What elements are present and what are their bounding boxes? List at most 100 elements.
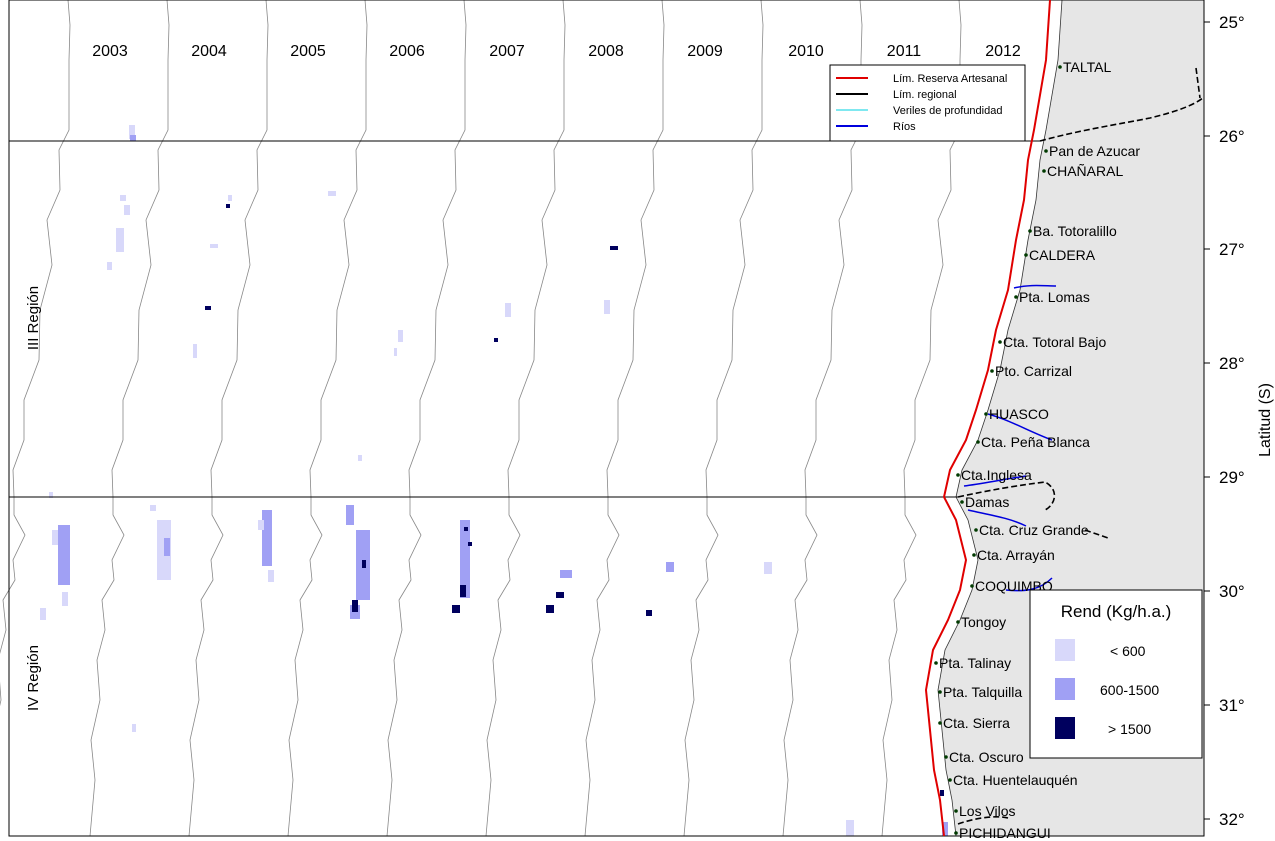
yield-cell (164, 538, 170, 556)
place-label: TALTAL (1063, 59, 1111, 75)
year-label: 2007 (489, 43, 525, 60)
yield-cell (107, 262, 112, 270)
place-label: CHAÑARAL (1047, 163, 1123, 179)
lat-label: 28° (1219, 354, 1245, 373)
yield-cell (646, 610, 652, 616)
place-marker (954, 809, 958, 813)
year-coastline (287, 0, 368, 837)
place-marker (1042, 169, 1046, 173)
yield-cell (226, 204, 230, 208)
yield-cell (610, 246, 618, 250)
yield-cell (132, 724, 136, 732)
yield-cell (268, 570, 274, 582)
year-label: 2006 (389, 43, 425, 60)
lat-label: 31° (1219, 696, 1245, 715)
place-marker (1014, 295, 1018, 299)
yield-legend: Rend (Kg/h.a.) < 600 600-1500 > 1500 (1029, 589, 1203, 759)
place-marker (960, 500, 964, 504)
yield-cell (505, 303, 511, 317)
place-label: Pta. Talinay (939, 655, 1011, 671)
yield-cell (556, 592, 564, 598)
year-label: 2011 (887, 43, 922, 60)
place-marker (938, 721, 942, 725)
yield-cell (494, 338, 498, 342)
regional-limit-south (957, 481, 1056, 511)
yield-cell (129, 125, 135, 139)
yield-cell (560, 570, 572, 578)
yield-cell (452, 605, 460, 613)
year-coastline (188, 0, 269, 837)
yield-cell (846, 820, 854, 836)
place-marker (944, 755, 948, 759)
yield-cell (62, 592, 68, 606)
latitude-axis-title: Latitud (S) (1257, 383, 1274, 457)
year-label: 2008 (588, 43, 624, 60)
yield-cell (468, 542, 472, 546)
yield-cell (460, 520, 470, 598)
yield-cell (130, 135, 136, 141)
place-label: Cta. Peña Blanca (981, 434, 1090, 450)
yield-cell (193, 344, 197, 358)
place-marker (972, 553, 976, 557)
yield-label-mid: 600-1500 (1100, 682, 1159, 698)
place-label: Damas (965, 494, 1009, 510)
yield-cell (460, 585, 466, 597)
place-marker (974, 528, 978, 532)
year-coastline (683, 0, 764, 837)
place-label: Pta. Lomas (1019, 289, 1090, 305)
yield-cell (49, 492, 53, 498)
yield-cell (666, 562, 674, 572)
regional-limit-vilos (957, 816, 1009, 825)
river-line (1013, 284, 1057, 289)
yield-legend-title: Rend (Kg/h.a.) (1061, 602, 1172, 621)
place-label: Cta. Arrayán (977, 547, 1055, 563)
place-marker (954, 831, 958, 835)
place-marker (984, 412, 988, 416)
yield-label-high: > 1500 (1108, 721, 1151, 737)
place-marker (998, 340, 1002, 344)
yield-cell (258, 520, 264, 530)
yield-cell (398, 330, 403, 342)
yield-cell (228, 195, 232, 201)
year-labels: 2003 2004 2005 2006 2007 2008 2009 2010 … (92, 43, 1021, 60)
line-legend: Lím. Reserva Artesanal Lím. regional Ver… (829, 64, 1026, 142)
lat-label: 32° (1219, 810, 1245, 829)
yield-swatch-low (1055, 639, 1075, 661)
yield-cell (394, 348, 397, 356)
yield-cell (116, 228, 124, 252)
place-label: Los Vilos (959, 803, 1016, 819)
place-label: PICHIDANGUI (959, 825, 1051, 841)
yield-cell (546, 605, 554, 613)
place-marker (1058, 65, 1062, 69)
yield-cell (352, 600, 358, 612)
place-labels: TALTAL Pan de Azucar CHAÑARAL Ba. Totoralil… (934, 59, 1140, 841)
yield-cell (362, 560, 366, 568)
lat-label: 25° (1219, 13, 1245, 32)
lat-label: 29° (1219, 468, 1245, 487)
region-label-iii: III Región (25, 286, 42, 350)
yearly-coastlines (0, 0, 962, 837)
yield-cell (604, 300, 610, 314)
place-label: Ba. Totoralillo (1033, 223, 1117, 239)
place-marker (976, 440, 980, 444)
yield-cell (52, 530, 58, 545)
yield-cell (328, 191, 336, 196)
place-label: HUASCO (989, 406, 1049, 422)
legend-label-regional: Lím. regional (893, 89, 957, 101)
yield-cell (358, 455, 362, 461)
river-line (1005, 577, 1053, 592)
yield-cell (205, 306, 211, 310)
latitude-axis: 25° 26° 27° 28° 29° 30° 31° 32° Latitud … (1204, 13, 1274, 829)
place-marker (956, 473, 960, 477)
year-label: 2004 (191, 43, 227, 60)
region-label-iv: IV Región (25, 645, 42, 711)
legend-label-isobath: Veriles de profundidad (893, 105, 1002, 117)
place-label: Tongoy (961, 614, 1006, 630)
place-label: Pto. Carrizal (995, 363, 1072, 379)
place-label: Cta. Sierra (943, 715, 1010, 731)
yield-label-low: < 600 (1110, 643, 1146, 659)
year-label: 2009 (687, 43, 723, 60)
regional-limit-north (1039, 96, 1205, 142)
yield-cell (346, 505, 354, 525)
map-frame (8, 0, 1205, 837)
